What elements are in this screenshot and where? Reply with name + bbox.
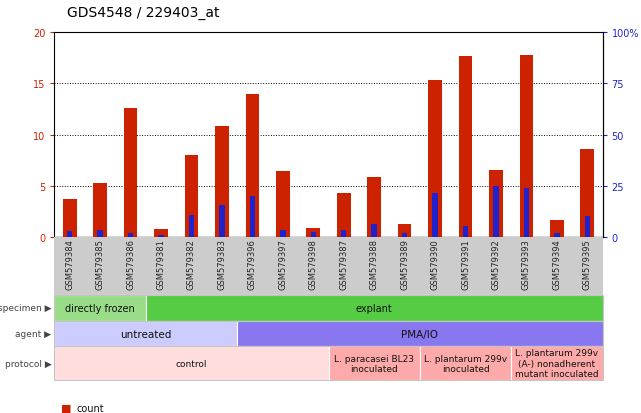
Bar (489, 171, 503, 237)
Text: GSM579396: GSM579396 (248, 239, 257, 290)
Text: L. plantarum 299v
(A-) nonadherent
mutant inoculated: L. plantarum 299v (A-) nonadherent mutan… (515, 349, 599, 378)
Text: control: control (176, 359, 207, 368)
Bar (306, 228, 320, 237)
Text: GSM579386: GSM579386 (126, 239, 135, 290)
Bar (398, 224, 412, 237)
Bar (520, 55, 533, 237)
Text: PMA/IO: PMA/IO (401, 329, 438, 339)
Bar (524, 188, 529, 237)
Bar (581, 150, 594, 237)
Bar (554, 233, 560, 237)
Bar (463, 226, 469, 237)
Text: GSM579394: GSM579394 (553, 239, 562, 289)
Bar (63, 199, 76, 237)
Bar (246, 95, 259, 237)
Text: GSM579381: GSM579381 (156, 239, 165, 290)
Bar (428, 81, 442, 237)
Bar (585, 216, 590, 237)
Text: GSM579393: GSM579393 (522, 239, 531, 290)
Bar (154, 229, 168, 237)
Text: count: count (77, 403, 104, 413)
Bar (310, 233, 316, 237)
Bar (128, 233, 133, 237)
Bar (94, 183, 107, 237)
Bar (249, 197, 255, 237)
Text: GDS4548 / 229403_at: GDS4548 / 229403_at (67, 6, 220, 20)
Text: GSM579390: GSM579390 (431, 239, 440, 289)
Text: GSM579387: GSM579387 (339, 239, 348, 290)
Bar (188, 215, 194, 237)
Text: GSM579391: GSM579391 (461, 239, 470, 289)
Bar (67, 231, 72, 237)
Bar (550, 220, 563, 237)
Text: ■: ■ (61, 403, 71, 413)
Bar (219, 206, 225, 237)
Text: GSM579385: GSM579385 (96, 239, 104, 290)
Text: GSM579398: GSM579398 (309, 239, 318, 290)
Text: L. plantarum 299v
inoculated: L. plantarum 299v inoculated (424, 354, 507, 373)
Bar (97, 230, 103, 237)
Text: agent ▶: agent ▶ (15, 329, 51, 338)
Text: GSM579397: GSM579397 (278, 239, 287, 290)
Bar (124, 109, 137, 237)
Text: L. paracasei BL23
inoculated: L. paracasei BL23 inoculated (334, 354, 414, 373)
Text: GSM579382: GSM579382 (187, 239, 196, 290)
Text: GSM579388: GSM579388 (370, 239, 379, 290)
Bar (367, 177, 381, 237)
Text: GSM579392: GSM579392 (492, 239, 501, 289)
Text: specimen ▶: specimen ▶ (0, 304, 51, 313)
Bar (158, 235, 164, 237)
Text: GSM579395: GSM579395 (583, 239, 592, 289)
Text: directly frozen: directly frozen (65, 303, 135, 313)
Bar (493, 186, 499, 237)
Bar (432, 194, 438, 237)
Text: GSM579383: GSM579383 (217, 239, 226, 290)
Text: untreated: untreated (120, 329, 172, 339)
Bar (341, 230, 347, 237)
Bar (276, 172, 290, 237)
Bar (280, 230, 286, 237)
Bar (402, 233, 408, 237)
Text: GSM579384: GSM579384 (65, 239, 74, 290)
Bar (185, 156, 198, 237)
Bar (459, 57, 472, 237)
Bar (337, 194, 351, 237)
Text: explant: explant (356, 303, 392, 313)
Text: GSM579389: GSM579389 (400, 239, 409, 290)
Bar (371, 224, 377, 237)
Bar (215, 127, 229, 237)
Text: protocol ▶: protocol ▶ (4, 359, 51, 368)
